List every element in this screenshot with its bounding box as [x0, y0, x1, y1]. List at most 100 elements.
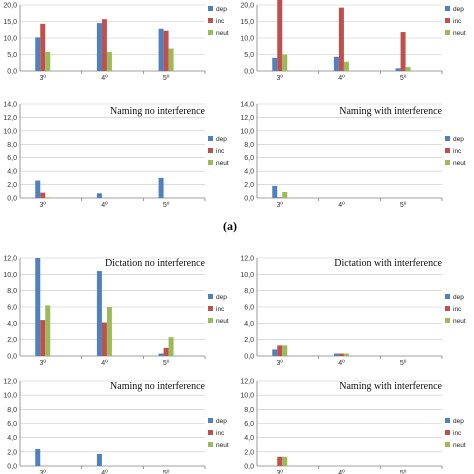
legend-label-neut: neut	[453, 442, 466, 449]
bar-dep-3	[158, 177, 164, 198]
bar-dep-1	[35, 180, 41, 198]
bar-dep-2	[96, 271, 102, 356]
y-tick-label: 8,0	[244, 407, 254, 414]
bar-dep-1	[35, 258, 41, 356]
bar-dep-2	[96, 193, 102, 198]
chart-panel-6: 0,0 2,0 4,0 6,0 8,0 10,0 12,0 3º 4º 5º Dictation w…	[240, 256, 465, 368]
x-tick-label: 4º	[101, 75, 108, 82]
y-tick-label: 8,0	[7, 288, 17, 295]
legend-label-neut: neut	[216, 160, 229, 167]
x-tick-label: 3º	[277, 75, 284, 82]
y-tick-label: 20,0	[3, 3, 17, 10]
legend-swatch-neut	[445, 160, 450, 165]
y-tick-label: 12,0	[3, 379, 17, 386]
y-tick-label: 2,0	[7, 182, 17, 189]
legend-label-neut: neut	[453, 318, 466, 325]
y-tick-label: 4,0	[7, 435, 17, 442]
chart-title: Naming no interference	[110, 381, 206, 392]
bar-neut-2	[343, 353, 349, 356]
bar-inc-2	[101, 19, 107, 71]
x-tick-label: 5º	[400, 202, 407, 209]
y-tick-label: 12,0	[240, 256, 254, 263]
bar-dep-2	[96, 453, 102, 466]
bar-dep-2	[96, 23, 102, 71]
y-tick-label: 8,0	[244, 288, 254, 295]
legend-label-dep: dep	[453, 418, 464, 425]
bar-dep-2	[333, 56, 339, 71]
y-tick-label: 4,0	[244, 435, 254, 442]
x-tick-label: 3º	[277, 202, 284, 209]
legend-label-dep: dep	[453, 6, 464, 13]
x-tick-label: 4º	[101, 202, 108, 209]
y-tick-label: 0,0	[7, 354, 17, 361]
bar-inc-1	[277, 0, 283, 71]
x-tick-label: 4º	[101, 360, 108, 367]
y-tick-label: 15,0	[240, 19, 254, 26]
bar-inc-1	[277, 456, 283, 466]
y-tick-label: 6,0	[244, 155, 254, 162]
legend-swatch-neut	[208, 30, 213, 35]
y-tick-label: 4,0	[7, 321, 17, 328]
y-tick-label: 0,0	[7, 69, 17, 76]
y-tick-label: 0,0	[7, 196, 17, 203]
y-tick-label: 4,0	[7, 169, 17, 176]
legend-label-dep: dep	[216, 294, 227, 301]
bar-neut-3	[168, 48, 174, 71]
legend-swatch-inc	[208, 430, 213, 435]
bar-inc-1	[40, 320, 46, 356]
legend-swatch-inc	[445, 148, 450, 153]
bar-neut-1	[282, 456, 288, 466]
y-tick-label: 10,0	[240, 393, 254, 400]
bar-dep-3	[158, 353, 164, 356]
x-tick-label: 5º	[163, 470, 170, 474]
bar-neut-1	[45, 51, 51, 71]
legend-label-dep: dep	[453, 136, 464, 143]
legend-label-inc: inc	[453, 148, 462, 155]
chart-title: Naming with interference	[339, 381, 442, 392]
legend-label-neut: neut	[453, 30, 466, 37]
legend-swatch-dep	[208, 6, 213, 11]
legend-label-inc: inc	[216, 430, 225, 437]
legend-swatch-neut	[208, 160, 213, 165]
bar-neut-2	[106, 51, 112, 71]
y-tick-label: 10,0	[3, 393, 17, 400]
x-tick-label: 5º	[400, 360, 407, 367]
bar-dep-1	[272, 349, 278, 356]
chart-panel-1: 0,0 5,0 10,0 15,0 20,0 3º 4º 5º dep inc neut	[3, 3, 228, 83]
x-tick-label: 4º	[338, 360, 345, 367]
chart-panel-2: 0,0 5,0 10,0 15,0 20,0 3º 4º 5º dep inc neut	[240, 0, 466, 82]
y-tick-label: 10,0	[3, 272, 17, 279]
bar-neut-1	[282, 54, 288, 71]
legend-label-dep: dep	[216, 6, 227, 13]
bar-dep-3	[158, 28, 164, 71]
x-tick-label: 5º	[163, 75, 170, 82]
y-tick-label: 2,0	[7, 449, 17, 456]
x-tick-label: 3º	[40, 75, 47, 82]
bar-neut-3	[168, 337, 174, 356]
y-tick-label: 20,0	[240, 3, 254, 10]
y-tick-label: 0,0	[244, 69, 254, 76]
legend-label-neut: neut	[216, 318, 229, 325]
bar-inc-1	[40, 23, 46, 72]
y-tick-label: 5,0	[244, 52, 254, 59]
y-tick-label: 2,0	[244, 449, 254, 456]
legend-swatch-inc	[208, 148, 213, 153]
bar-neut-1	[282, 345, 288, 356]
chart-panel-3: 0,0 2,0 4,0 6,0 8,0 10,0 12,0 14,0 3º 4º 5º Naming …	[3, 102, 228, 210]
y-tick-label: 8,0	[7, 407, 17, 414]
y-tick-label: 6,0	[7, 305, 17, 312]
x-tick-label: 5º	[400, 470, 407, 474]
y-tick-label: 6,0	[7, 421, 17, 428]
bar-neut-1	[45, 305, 51, 356]
chart-panel-4: 0,0 2,0 4,0 6,0 8,0 10,0 12,0 14,0 3º 4º 5º Naming …	[240, 102, 465, 210]
legend-swatch-dep	[445, 418, 450, 423]
bar-inc-3	[163, 30, 169, 72]
chart-panel-7: 0,0 2,0 4,0 6,0 8,0 10,0 12,0 3º 4º 5º Naming no i…	[3, 379, 228, 474]
legend-swatch-neut	[208, 442, 213, 447]
y-tick-label: 2,0	[244, 182, 254, 189]
x-tick-label: 4º	[338, 75, 345, 82]
y-tick-label: 10,0	[240, 128, 254, 135]
legend-label-neut: neut	[453, 160, 466, 167]
x-tick-label: 4º	[338, 470, 345, 474]
bar-inc-3	[163, 347, 169, 356]
